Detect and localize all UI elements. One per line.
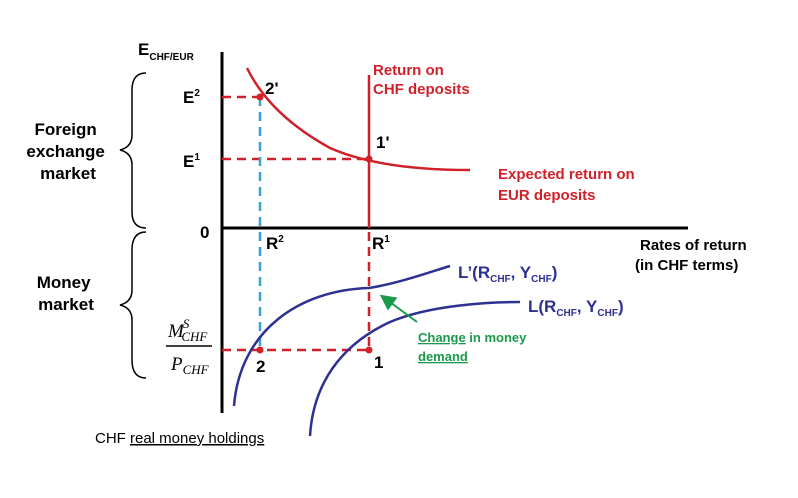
- x-axis-label: Rates of return (in CHF terms): [635, 237, 751, 274]
- point-2prime-label: 2': [265, 79, 279, 98]
- money-demand-curve-new: [232, 264, 451, 407]
- e2-label: E2: [183, 88, 200, 107]
- svg-text:PCHF: PCHF: [170, 354, 210, 377]
- r2-label: R2: [266, 234, 284, 253]
- point-1-dot: [365, 346, 373, 354]
- point-1-label: 1: [374, 353, 383, 372]
- fx-market-label: Foreign exchange market: [26, 120, 109, 183]
- eur-expected-return-label: Expected return on EUR deposits: [498, 166, 639, 204]
- real-money-holdings-label: CHF real money holdings: [95, 430, 264, 447]
- money-demand-curve-original: [308, 300, 521, 437]
- fx-market-brace: [119, 72, 147, 229]
- origin-label: 0: [200, 223, 209, 242]
- y-axis-label: ECHF/EUR: [138, 40, 195, 63]
- point-2-label: 2: [256, 357, 265, 376]
- money-market-label: Money market: [37, 273, 96, 314]
- point-2-dot: [256, 346, 264, 354]
- real-money-supply-fraction: MS CHF PCHF: [166, 316, 212, 377]
- point-1prime-label: 1': [376, 133, 390, 152]
- point-2prime-dot: [256, 93, 264, 101]
- money-demand-original-label: L(RCHF, YCHF): [528, 297, 624, 319]
- change-in-money-demand-label: Change in money demand: [418, 330, 530, 364]
- money-demand-new-label: L’(RCHF, YCHF): [458, 263, 557, 285]
- eur-expected-return-curve: [245, 67, 471, 172]
- r1-label: R1: [372, 234, 390, 253]
- point-1prime-dot: [365, 155, 373, 163]
- change-in-money-demand-arrow: [379, 294, 418, 323]
- chf-deposits-return-label: Return on CHF deposits: [373, 62, 470, 98]
- money-market-brace: [119, 231, 147, 379]
- e1-label: E1: [183, 152, 200, 171]
